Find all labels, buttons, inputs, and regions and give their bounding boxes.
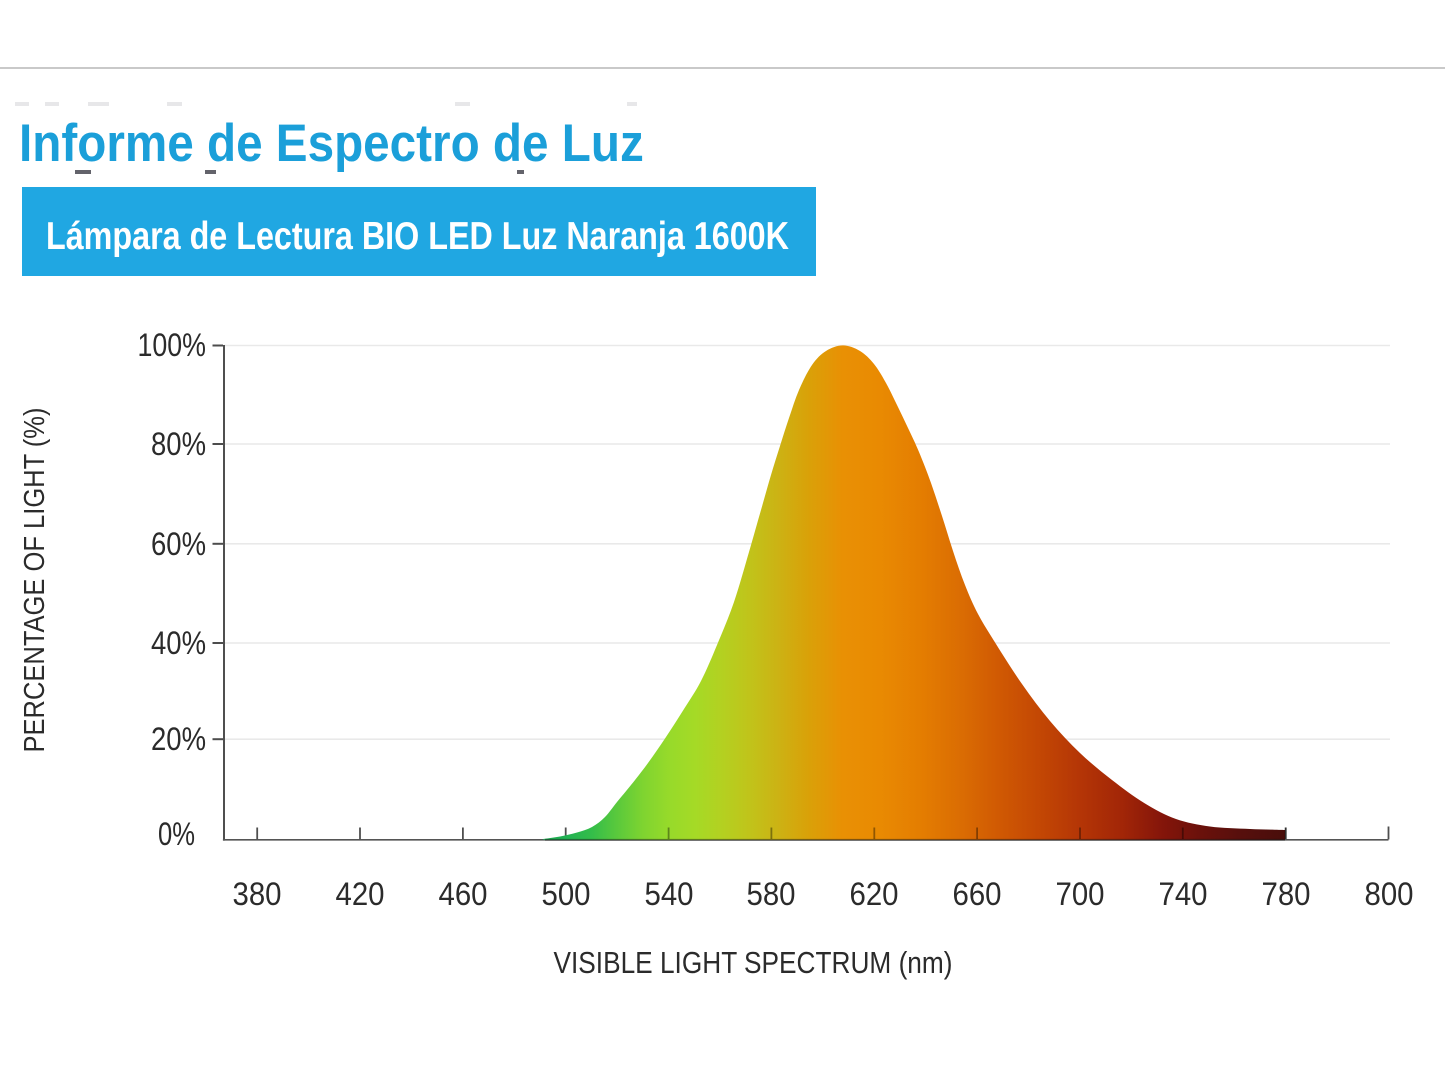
svg-text:20%: 20% — [151, 721, 206, 757]
svg-text:540: 540 — [645, 876, 694, 912]
svg-text:500: 500 — [542, 876, 591, 912]
svg-text:0%: 0% — [158, 816, 195, 852]
svg-text:700: 700 — [1056, 876, 1105, 912]
svg-text:740: 740 — [1159, 876, 1208, 912]
svg-text:PERCENTAGE OF LIGHT (%): PERCENTAGE OF LIGHT (%) — [19, 408, 51, 753]
svg-text:80%: 80% — [151, 426, 206, 462]
svg-text:620: 620 — [850, 876, 899, 912]
svg-text:100%: 100% — [138, 327, 207, 363]
svg-text:800: 800 — [1365, 876, 1414, 912]
svg-text:660: 660 — [953, 876, 1002, 912]
svg-text:580: 580 — [747, 876, 796, 912]
svg-text:380: 380 — [233, 876, 282, 912]
svg-text:780: 780 — [1262, 876, 1311, 912]
svg-text:460: 460 — [439, 876, 488, 912]
svg-text:40%: 40% — [151, 625, 206, 661]
svg-text:60%: 60% — [151, 526, 206, 562]
svg-text:VISIBLE LIGHT SPECTRUM (nm): VISIBLE LIGHT SPECTRUM (nm) — [554, 945, 953, 980]
svg-text:420: 420 — [336, 876, 385, 912]
